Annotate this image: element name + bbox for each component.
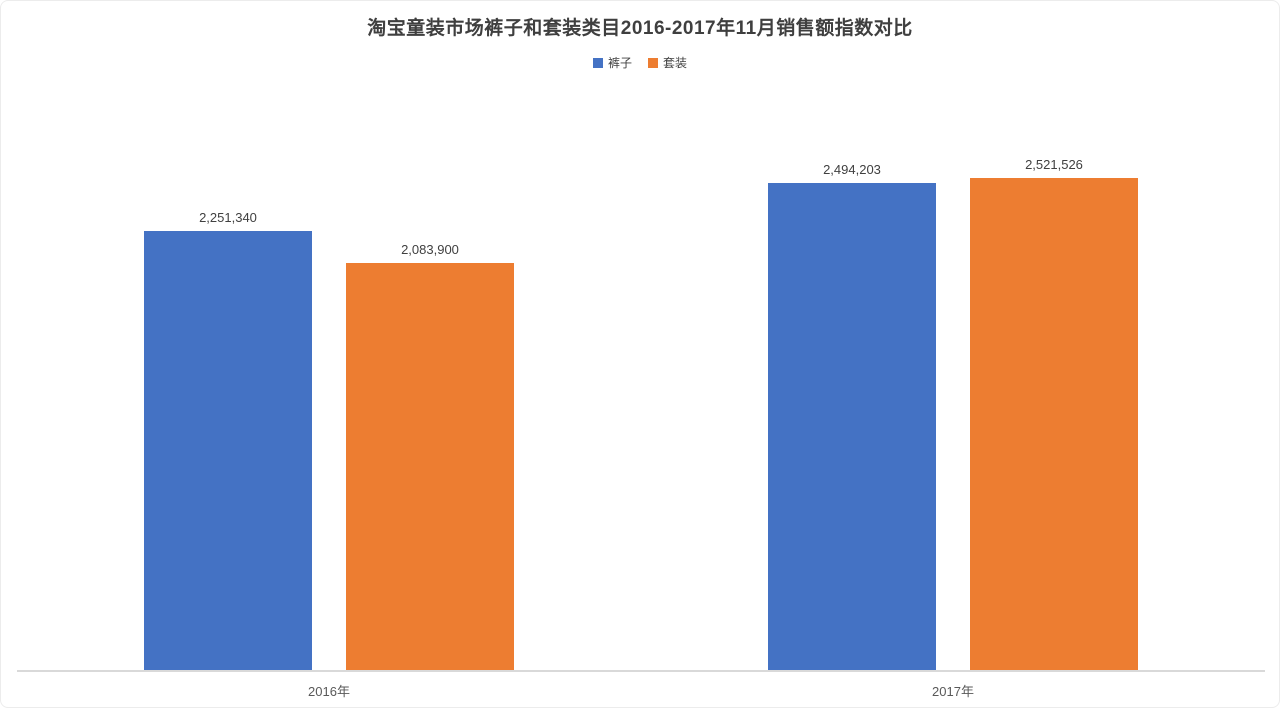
category-group-2017: 2,494,203 2,521,526: [641, 131, 1265, 670]
legend-label-suits: 套装: [663, 56, 688, 70]
legend-item-suits: 套装: [648, 54, 687, 71]
legend-item-pants: 裤子: [592, 54, 632, 71]
category-group-2016: 2,251,340 2,083,900: [17, 131, 641, 670]
x-axis-label-2016: 2016年: [308, 684, 350, 699]
legend: 裤子 套装: [1, 54, 1279, 71]
legend-swatch-pants-icon: [592, 57, 603, 68]
chart-title: 淘宝童装市场裤子和套装类目2016-2017年11月销售额指数对比: [367, 18, 913, 39]
bar-suits-2016: 2,083,900: [346, 242, 514, 670]
bar-value-label-pants-2016: 2,251,340: [199, 210, 257, 225]
bar-value-label-suits-2017: 2,521,526: [1025, 157, 1083, 172]
bar-pants-2016: 2,251,340: [144, 210, 312, 670]
legend-swatch-suits-icon: [648, 57, 658, 68]
plot-area: 2,251,340 2,083,900 2,494,203 2,521,526: [17, 131, 1265, 672]
bar-suits-2017: 2,521,526: [970, 157, 1138, 670]
x-axis-labels: 2016年 2017年: [17, 674, 1265, 707]
bar-pants-2017: 2,494,203: [768, 162, 936, 670]
bar-value-label-suits-2016: 2,083,900: [401, 242, 459, 257]
bar-value-label-pants-2017: 2,494,203: [823, 162, 881, 177]
x-axis-label-2017: 2017年: [932, 684, 974, 699]
legend-label-pants: 裤子: [607, 56, 632, 70]
